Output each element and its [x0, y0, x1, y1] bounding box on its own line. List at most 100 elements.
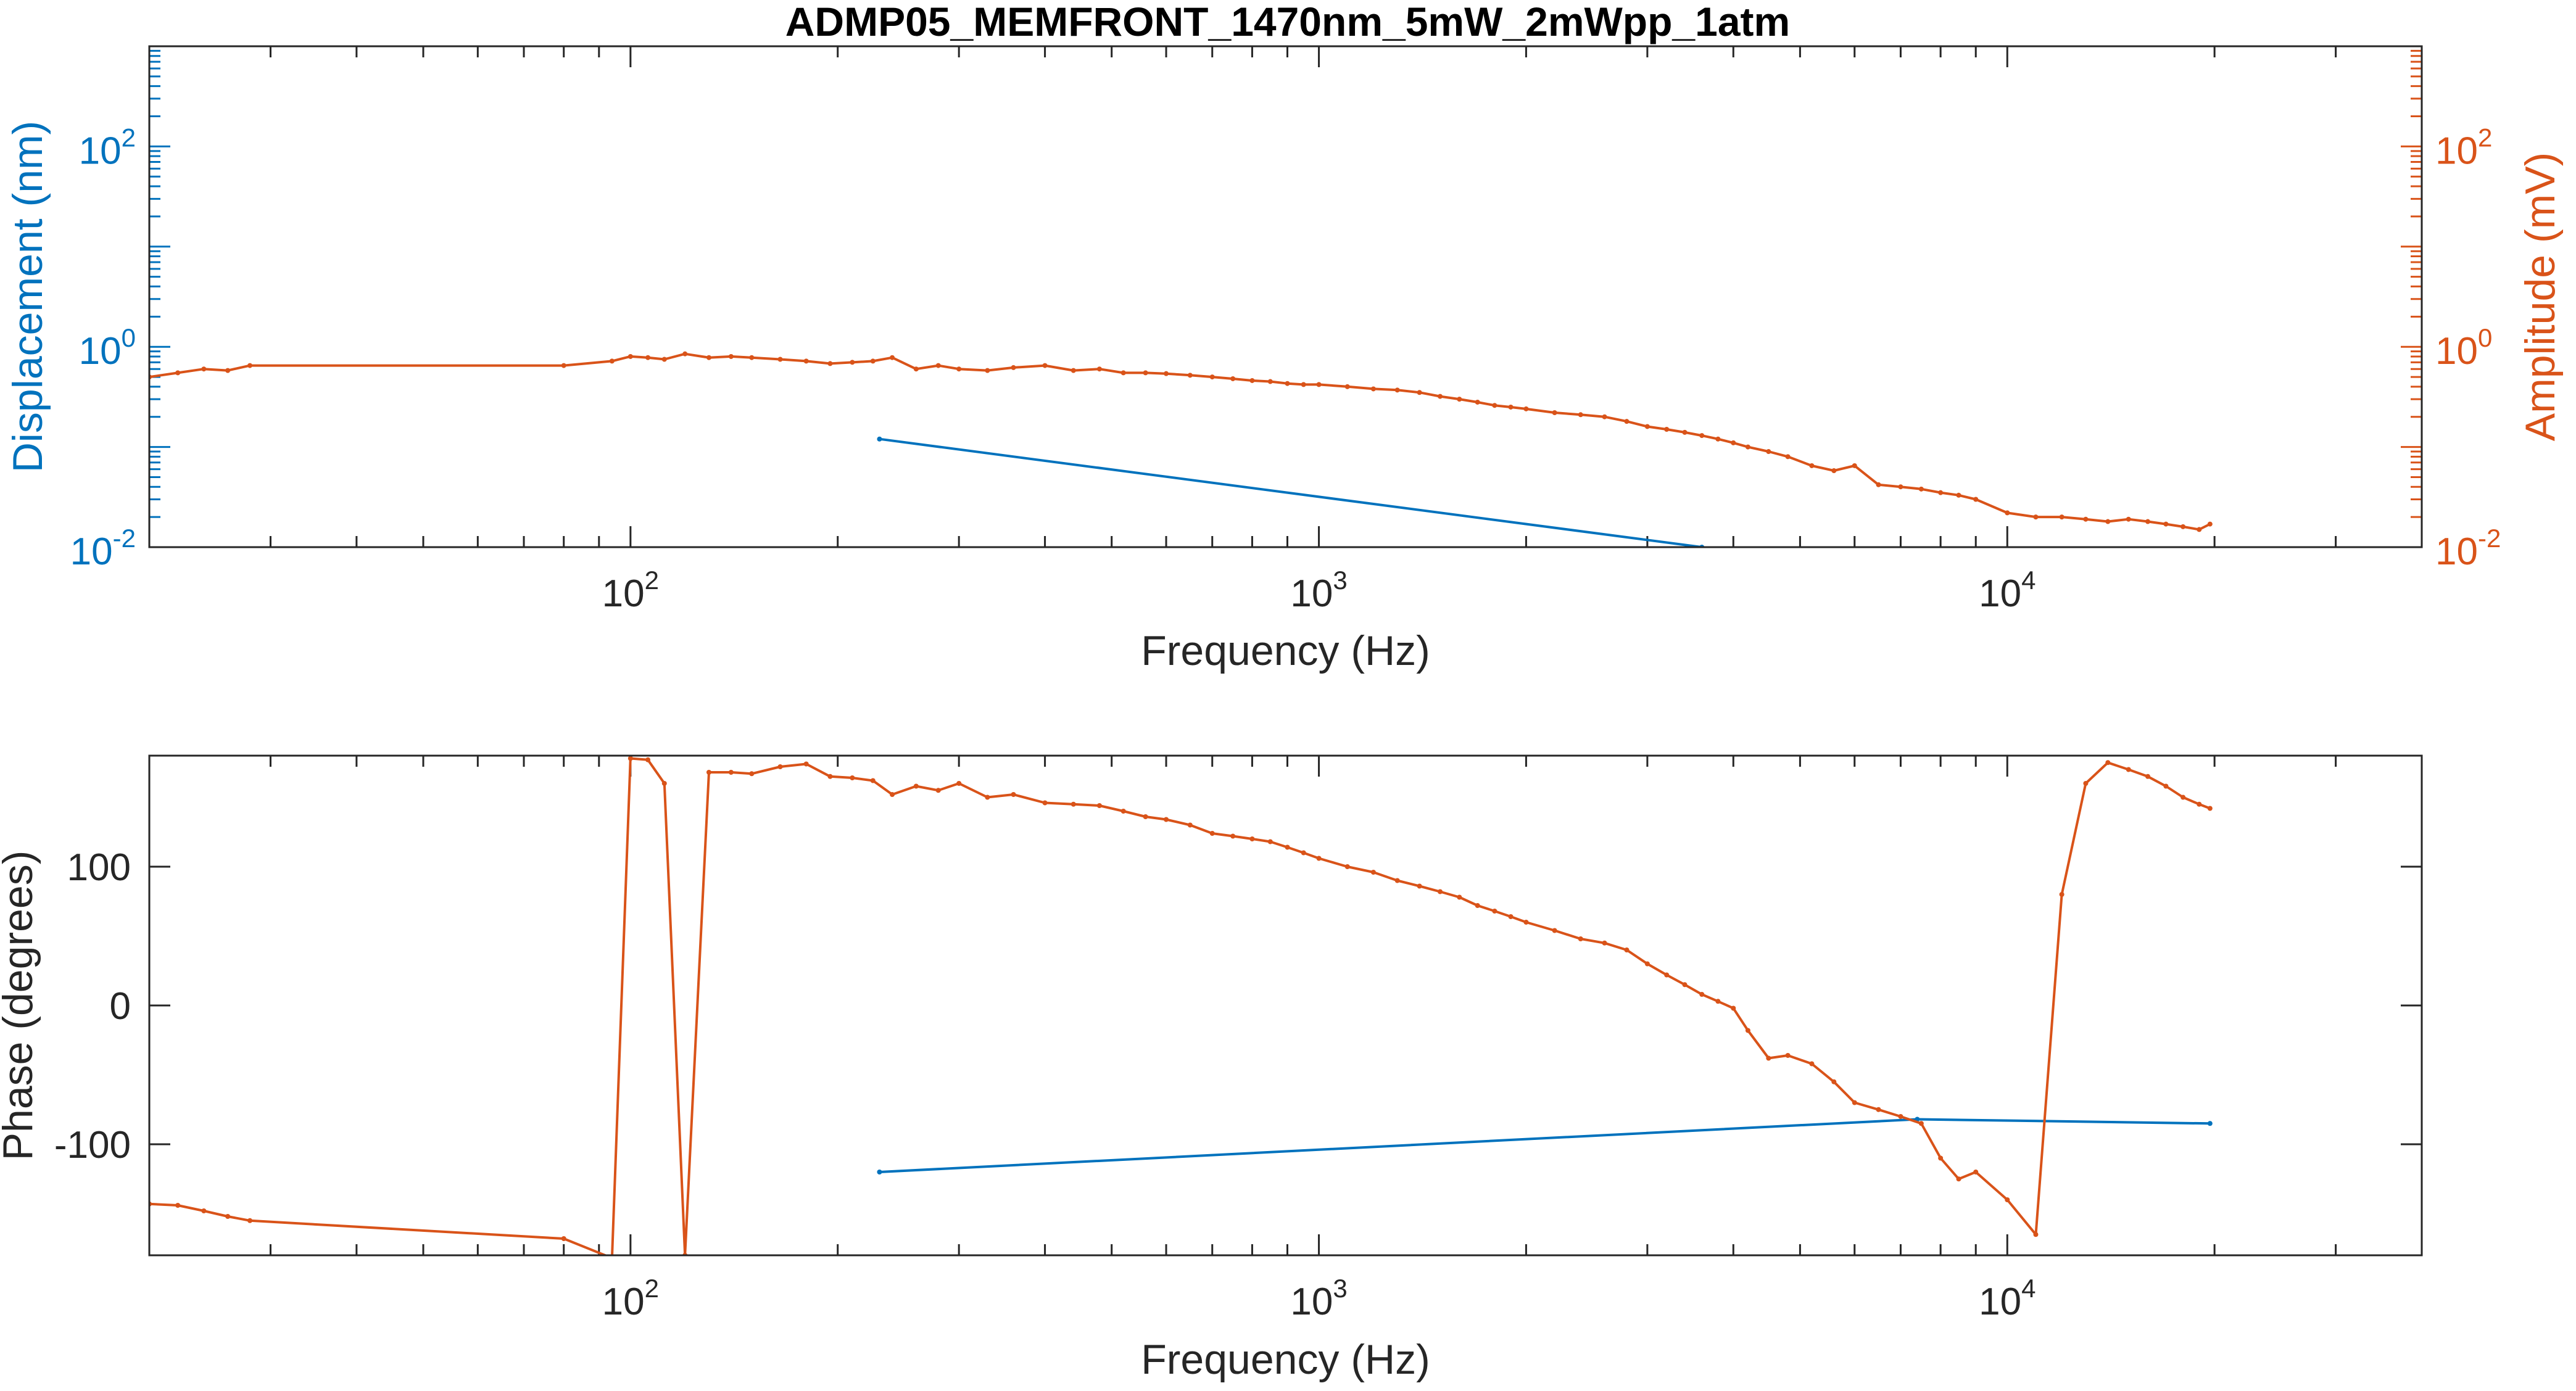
phase-chart-x-tick-label-exponent: 2	[645, 1274, 659, 1303]
phase-orange-series-point	[1682, 982, 1688, 988]
amplitude-series-point	[1042, 363, 1048, 368]
phase-orange-series-point	[1230, 833, 1236, 839]
amplitude-chart-left-y-tick-label-base: 10	[79, 330, 122, 373]
amplitude-series-point	[2033, 514, 2039, 520]
phase-orange-series-point	[645, 757, 651, 762]
amplitude-chart-x-tick-label: 102	[602, 566, 659, 615]
amplitude-chart-x-tick-label: 104	[1979, 566, 2036, 615]
amplitude-series-point	[1785, 454, 1791, 460]
phase-orange-series-point	[1344, 864, 1350, 869]
phase-orange-series-point	[1523, 920, 1529, 925]
amplitude-series-point	[1209, 374, 1215, 380]
amplitude-chart-right-y-tick-label-base: 10	[2435, 330, 2478, 373]
phase-orange-series-point	[1267, 839, 1273, 844]
phase-orange-series-point	[1438, 889, 1443, 894]
phase-orange-series-point	[728, 770, 734, 775]
phase-orange-series-point	[247, 1218, 253, 1223]
amplitude-series-point	[1230, 376, 1236, 381]
amplitude-series-point	[1164, 371, 1169, 376]
phase-chart-series	[149, 756, 2213, 1255]
phase-orange-series-point	[1766, 1055, 1771, 1061]
phase-orange-series-point	[1852, 1100, 1857, 1105]
displacement-series-line	[879, 437, 1702, 547]
amplitude-series-point	[2005, 510, 2010, 516]
phase-chart-x-axis-label: Frequency (Hz)	[1141, 1336, 1430, 1383]
amplitude-series-point	[2105, 519, 2111, 524]
phase-orange-series-point	[1578, 936, 1583, 941]
amplitude-series-point	[890, 355, 895, 360]
phase-chart-x-tick-label: 103	[1290, 1274, 1347, 1323]
phase-orange-series-point	[803, 761, 809, 767]
amplitude-series-point	[645, 355, 651, 360]
phase-orange-series-point	[1785, 1053, 1791, 1058]
phase-orange-series-point	[1973, 1170, 1979, 1174]
amplitude-chart-x-tick-label: 103	[1290, 566, 1347, 615]
phase-chart-x-tick-label: 104	[1979, 1274, 2036, 1323]
phase-chart-x-tick-label-base: 10	[602, 1281, 645, 1323]
phase-orange-series-point	[777, 764, 783, 769]
amplitude-chart-series	[149, 351, 2213, 547]
amplitude-series-point	[1096, 366, 1102, 372]
phase-orange-series-point	[1249, 836, 1255, 841]
phase-orange-series-point	[1301, 850, 1306, 856]
amplitude-series-point	[1578, 412, 1583, 418]
amplitude-series-point	[609, 358, 615, 364]
amplitude-series-point	[1344, 384, 1350, 389]
phase-orange-series-point	[1809, 1061, 1815, 1067]
amplitude-series-point	[935, 363, 941, 368]
phase-orange-series-point	[627, 756, 633, 761]
amplitude-series-point	[1011, 365, 1016, 370]
amplitude-series-point	[1876, 482, 1881, 487]
amplitude-chart-right-y-tick-label: 100	[2435, 323, 2492, 373]
phase-orange-series-point	[1918, 1121, 1924, 1126]
amplitude-chart-left-y-tick-label: 102	[79, 123, 136, 172]
amplitude-chart-series-group	[149, 351, 2213, 547]
amplitude-series-point	[2145, 519, 2151, 524]
phase-orange-series-point	[2197, 801, 2202, 807]
phase-chart-y-tick-label: 100	[67, 846, 131, 889]
amplitude-series-point	[1731, 440, 1736, 445]
phase-orange-series-point	[1209, 831, 1215, 836]
amplitude-series-point	[1285, 381, 1290, 386]
phase-blue-series-point	[877, 1170, 882, 1174]
phase-orange-series-point	[1143, 814, 1148, 819]
amplitude-series-point	[2207, 521, 2213, 527]
phase-orange-series-point	[985, 795, 990, 800]
phase-orange-series-point	[175, 1203, 181, 1208]
amplitude-series-point	[1938, 490, 1944, 495]
amplitude-series-point	[1644, 424, 1650, 429]
amplitude-series-point	[1370, 386, 1376, 392]
amplitude-chart-right-y-tick-label-base: 10	[2435, 530, 2478, 573]
amplitude-chart-frame	[148, 45, 2423, 548]
amplitude-series-point	[2059, 514, 2065, 520]
phase-orange-series-point	[1644, 961, 1650, 967]
phase-orange-series-point	[706, 770, 711, 775]
amplitude-series-point	[2163, 521, 2169, 527]
amplitude-series-point	[1475, 399, 1480, 405]
phase-orange-series-point	[1602, 940, 1607, 946]
amplitude-series-point	[1715, 436, 1721, 442]
amplitude-chart-left-y-tick-label: 100	[79, 323, 136, 373]
phase-orange-series-point	[2083, 781, 2089, 786]
phase-orange-series-point	[2180, 795, 2186, 800]
amplitude-series-point	[706, 355, 711, 360]
amplitude-chart-x-tick-label-base: 10	[1979, 572, 2021, 615]
phase-orange-series-point	[870, 778, 876, 783]
phase-orange-series-point	[2145, 774, 2151, 779]
amplitude-chart-x-tick-label-base: 10	[602, 572, 645, 615]
phase-orange-series-point	[2105, 760, 2111, 766]
amplitude-series-point	[1492, 403, 1497, 408]
amplitude-series-point	[1417, 390, 1422, 395]
phase-orange-series-point	[935, 788, 941, 793]
amplitude-series-point	[2083, 516, 2089, 522]
phase-orange-series-point	[2163, 783, 2169, 789]
amplitude-series-point	[1831, 468, 1837, 474]
phase-orange-series-point	[225, 1214, 231, 1219]
amplitude-series-point	[850, 360, 855, 365]
phase-orange-series-point	[1457, 894, 1462, 900]
phase-orange-series-point	[1552, 928, 1557, 933]
phase-orange-series-point	[913, 783, 919, 789]
amplitude-chart-x-tick-label-exponent: 2	[645, 566, 659, 595]
amplitude-chart-right-y-axis-label: Amplitude (mV)	[2517, 152, 2564, 442]
